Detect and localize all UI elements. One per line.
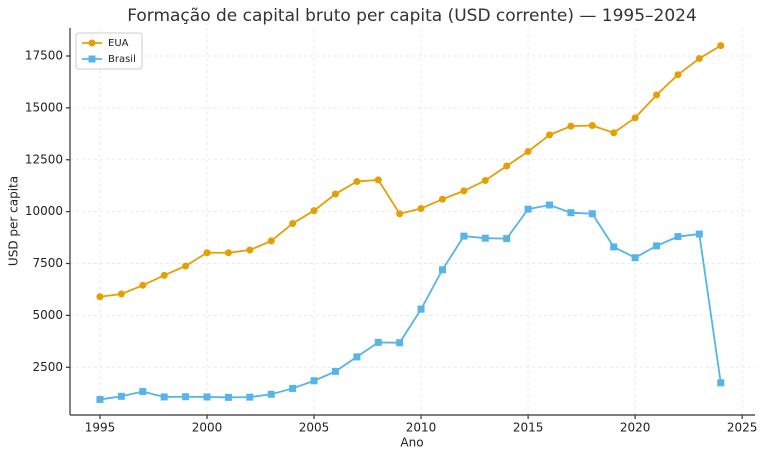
x-tick-label: 2015 — [513, 421, 544, 435]
data-point — [695, 55, 703, 63]
data-point — [139, 388, 147, 396]
data-point — [374, 176, 382, 184]
x-tick-label: 2000 — [192, 421, 223, 435]
data-point — [203, 249, 211, 257]
data-point — [96, 293, 104, 301]
x-tick-label: 2020 — [620, 421, 651, 435]
data-point — [160, 271, 168, 279]
data-point — [524, 147, 532, 155]
data-point — [396, 210, 404, 218]
data-point — [653, 91, 661, 99]
data-point — [182, 393, 190, 401]
x-tick-label: 1995 — [85, 421, 116, 435]
data-point — [310, 207, 318, 215]
data-point — [503, 162, 511, 170]
data-point — [481, 177, 489, 185]
x-tick-label: 2025 — [727, 421, 758, 435]
data-point — [331, 367, 339, 375]
legend-label: Brasil — [108, 54, 136, 65]
legend-label: EUA — [108, 38, 129, 49]
data-point — [567, 209, 575, 217]
data-point — [224, 249, 232, 257]
data-point — [631, 254, 639, 262]
legend-marker — [88, 39, 96, 47]
y-tick-label: 17500 — [25, 49, 63, 63]
legend-marker — [88, 55, 96, 63]
data-point — [117, 392, 125, 400]
data-point — [546, 131, 553, 139]
data-point — [96, 395, 104, 403]
data-point — [438, 266, 446, 274]
data-point — [396, 339, 404, 347]
x-tick-label: 2005 — [299, 421, 330, 435]
data-point — [546, 201, 553, 209]
data-point — [310, 377, 318, 385]
data-point — [203, 393, 211, 401]
data-point — [353, 353, 361, 361]
data-point — [289, 219, 297, 227]
data-point — [717, 42, 725, 50]
data-point — [353, 178, 361, 186]
data-point — [160, 393, 168, 401]
data-point — [653, 242, 661, 250]
data-point — [417, 205, 425, 213]
data-point — [267, 390, 275, 398]
y-tick-label: 2500 — [32, 360, 63, 374]
data-point — [717, 379, 725, 387]
y-tick-label: 7500 — [32, 256, 63, 270]
y-tick-label: 5000 — [32, 308, 63, 322]
y-axis-label: USD per capita — [7, 176, 21, 266]
data-point — [267, 237, 275, 245]
data-point — [674, 71, 682, 79]
data-point — [417, 305, 425, 313]
data-point — [117, 290, 125, 298]
data-point — [289, 384, 297, 392]
data-point — [588, 210, 596, 218]
data-point — [182, 262, 190, 270]
data-point — [610, 129, 618, 137]
data-point — [631, 114, 639, 122]
data-point — [524, 205, 532, 213]
data-point — [481, 234, 489, 242]
data-point — [503, 235, 511, 243]
data-point — [567, 122, 575, 130]
data-point — [331, 190, 339, 198]
data-point — [460, 232, 468, 240]
y-tick-label: 15000 — [25, 100, 63, 114]
data-point — [674, 233, 682, 241]
x-tick-label: 2010 — [406, 421, 437, 435]
data-point — [438, 195, 446, 203]
data-point — [224, 393, 232, 401]
data-point — [246, 246, 254, 254]
x-axis-label: Ano — [400, 436, 423, 450]
data-point — [610, 243, 618, 251]
data-point — [246, 393, 254, 401]
series-line — [99, 204, 722, 401]
data-point — [460, 187, 468, 195]
chart-title: Formação de capital bruto per capita (US… — [127, 6, 697, 26]
y-tick-label: 12500 — [25, 152, 63, 166]
data-point — [588, 122, 596, 130]
data-point — [374, 338, 382, 346]
series-line — [99, 44, 722, 298]
data-point — [139, 281, 147, 289]
y-tick-label: 10000 — [25, 204, 63, 218]
data-point — [695, 230, 703, 238]
